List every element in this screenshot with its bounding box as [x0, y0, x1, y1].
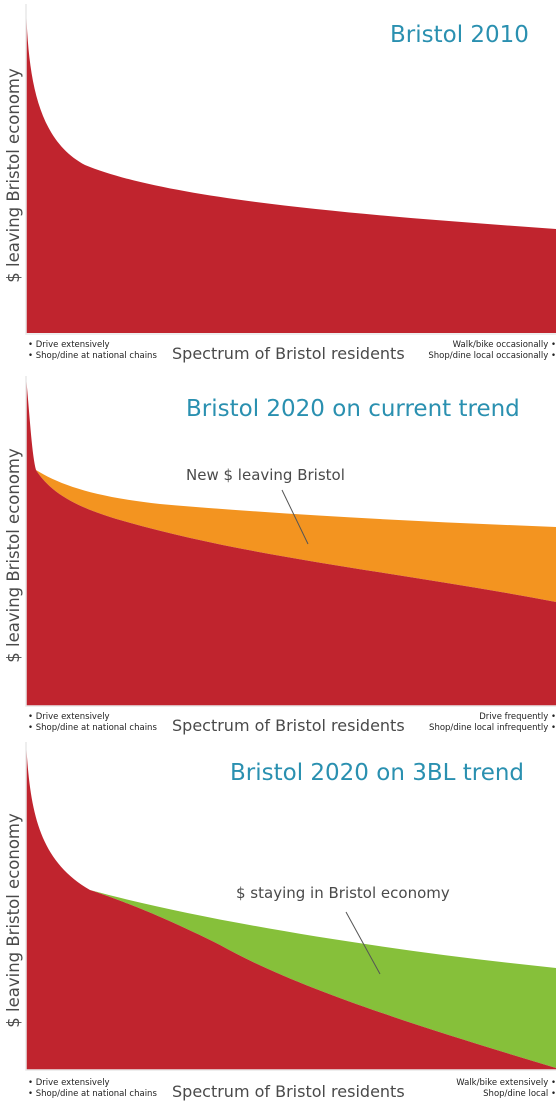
annotation-pointer [281, 489, 309, 545]
axis-lines [25, 742, 556, 1071]
panel-title: Bristol 2020 on 3BL trend [230, 760, 525, 786]
leaving-area [26, 742, 556, 1070]
axis-lines [25, 376, 556, 707]
annotation-pointer [345, 911, 381, 975]
new-leaving-annotation: New $ leaving Bristol [186, 466, 345, 484]
leaving-area [26, 4, 556, 333]
right-end-bullets: Drive frequently • Shop/dine local infre… [429, 712, 556, 733]
x-axis-label: Spectrum of Bristol residents [172, 344, 405, 363]
x-axis-label: Spectrum of Bristol residents [172, 716, 405, 735]
panel-title: Bristol 2010 [390, 22, 529, 48]
right-end-bullets: Walk/bike occasionally • Shop/dine local… [428, 340, 556, 361]
new-leaving-area [36, 470, 556, 602]
right-end-bullets: Walk/bike extensively • Shop/dine local … [456, 1078, 556, 1099]
leaving-area [26, 376, 556, 706]
staying-area [90, 890, 556, 1068]
left-end-bullets: • Drive extensively • Shop/dine at natio… [28, 1078, 157, 1099]
left-end-bullets: • Drive extensively • Shop/dine at natio… [28, 712, 157, 733]
axis-lines [25, 4, 556, 335]
left-end-bullets: • Drive extensively • Shop/dine at natio… [28, 340, 157, 361]
x-axis-label: Spectrum of Bristol residents [172, 1082, 405, 1101]
panel-title: Bristol 2020 on current trend [186, 396, 520, 422]
staying-annotation: $ staying in Bristol economy [236, 884, 450, 902]
